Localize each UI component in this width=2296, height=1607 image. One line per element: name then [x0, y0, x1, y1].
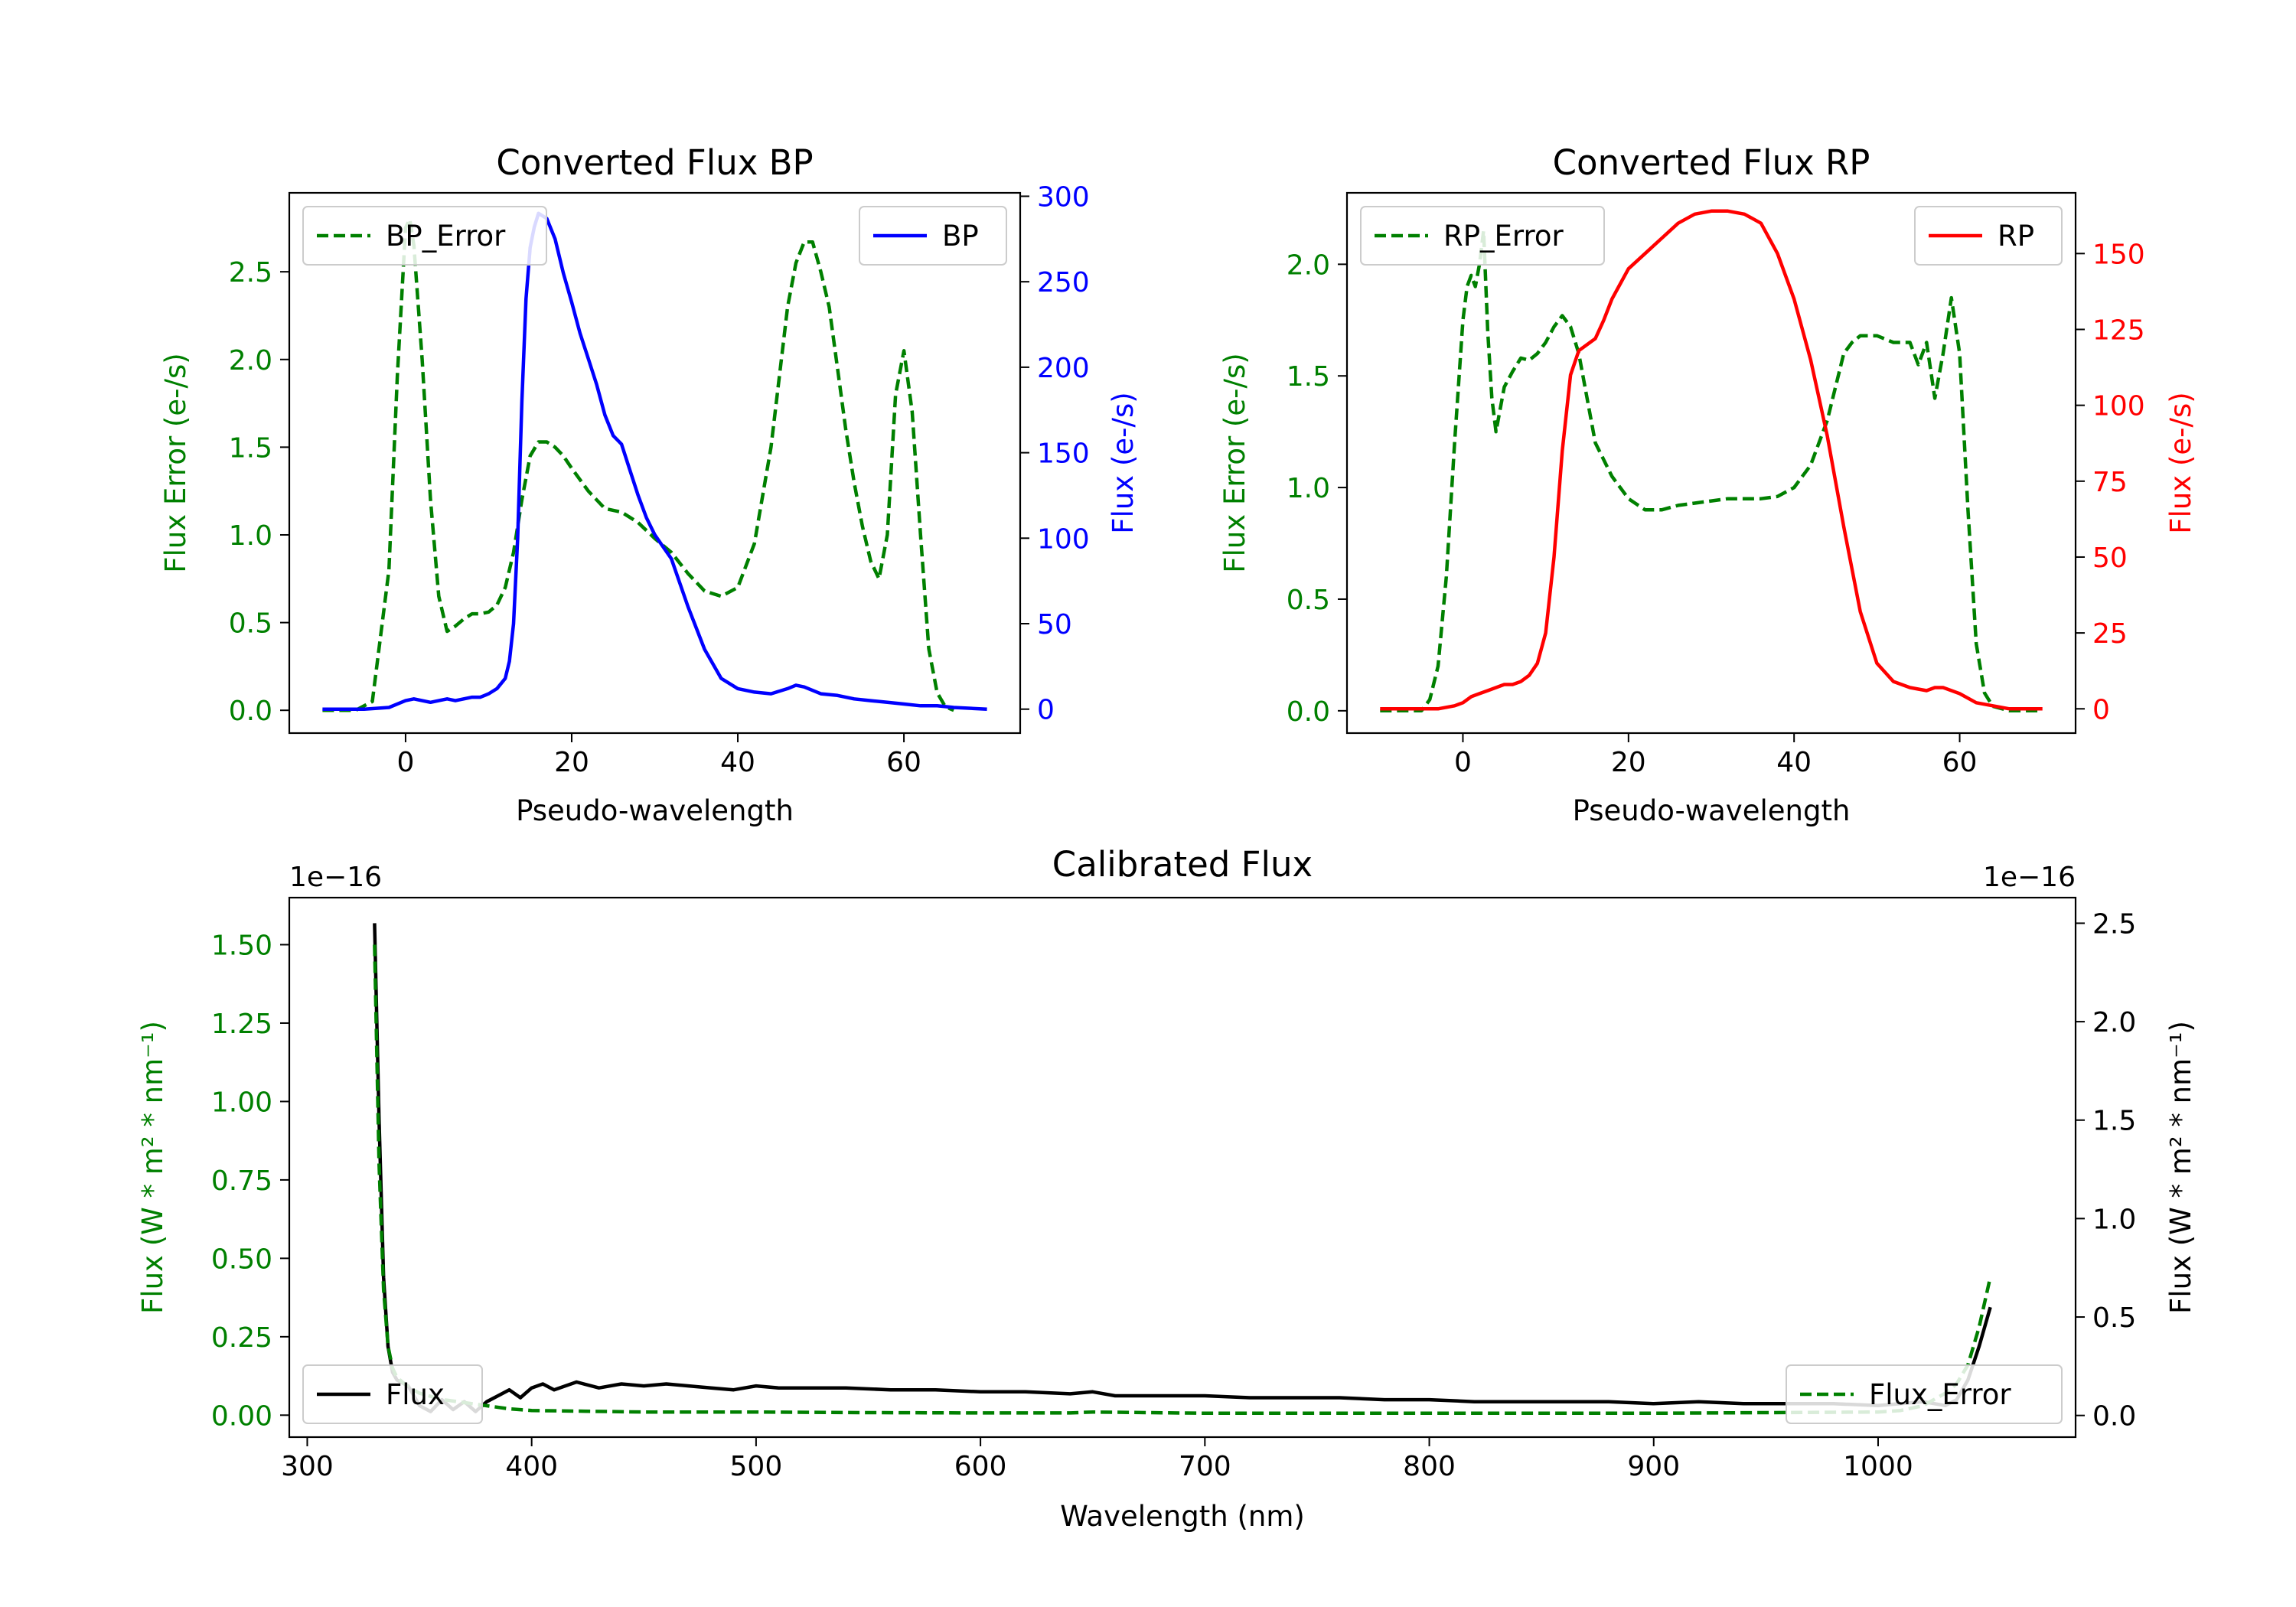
legend-bp: BP [859, 206, 1007, 266]
x-axis-label: Pseudo-wavelength [1573, 794, 1851, 827]
legend-flux: Flux [302, 1364, 483, 1424]
left-y-tick-label: 0.00 [211, 1400, 272, 1432]
legend-label: RP [1998, 220, 2034, 253]
left-y-tick-label: 0.5 [1287, 585, 1330, 616]
x-tick-label: 700 [1179, 1451, 1231, 1482]
legend-box [302, 1364, 483, 1424]
right-y-tick-label: 300 [1037, 181, 1090, 213]
chart-title: Converted Flux RP [1553, 142, 1870, 183]
left-y-tick-label: 0.75 [211, 1165, 272, 1197]
right-y-tick-label: 75 [2092, 467, 2128, 498]
charts-root: 0 20 40 600.00.51.01.52.02.5050100150200250… [136, 142, 2197, 1533]
right-y-tick-label: 50 [1037, 609, 1072, 641]
legend-label: BP_Error [386, 220, 506, 253]
left-y-tick-label: 0.50 [211, 1244, 272, 1275]
legend-box [302, 206, 547, 266]
legend-flux-error: Flux_Error [1786, 1364, 2063, 1424]
right-y-tick-label: 100 [2092, 391, 2145, 422]
axes-frame [1345, 191, 2077, 735]
left-y-tick-label: 1.50 [211, 930, 272, 961]
right-y-tick-label: 250 [1037, 267, 1090, 298]
right-y-tick-label: 100 [1037, 523, 1090, 555]
x-tick-label: 300 [281, 1451, 334, 1482]
left-y-tick-label: 1.0 [229, 520, 272, 552]
chart-rp: 0 20 40 60 0.0 0.5 1.0 1.5 2.0 0 25 50 75 100 125 150 Co… [1218, 142, 2197, 827]
chart-title: Converted Flux BP [496, 142, 813, 183]
legend-label: Flux [386, 1378, 445, 1411]
series-line-bp [322, 211, 987, 711]
right-offset-text: 1e−16 [1983, 862, 2076, 893]
left-y-tick-label: 1.0 [1287, 473, 1330, 504]
series-line-rp-error [1380, 229, 2043, 713]
right-y-tick-label: 2.5 [2092, 908, 2136, 940]
x-tick-label: 40 [1776, 747, 1812, 778]
legend-rp-error: RP_Error [1360, 206, 1605, 266]
right-y-tick-label: 1.5 [2092, 1106, 2136, 1137]
left-offset-text: 1e−16 [289, 862, 382, 893]
left-y-axis-label: Flux Error (e-/s) [159, 353, 192, 572]
x-tick-label: 60 [886, 747, 921, 778]
right-y-axis-label: Flux (e-/s) [1107, 392, 1140, 533]
chart-calibrated: 300 400 500 600 700 800 900 1000 0.00 0.25 0.50 0.7… [136, 844, 2197, 1533]
x-tick-label: 20 [554, 747, 589, 778]
left-y-axis-label: Flux (W * m² * nm⁻¹) [136, 1021, 169, 1314]
x-tick-label: 800 [1403, 1451, 1456, 1482]
x-axis-label: Pseudo-wavelength [516, 794, 794, 827]
legend-label: RP_Error [1443, 220, 1564, 253]
left-y-tick-label: 0.0 [229, 696, 272, 727]
x-tick-label: 0 [396, 747, 414, 778]
left-y-tick-label: 1.5 [229, 432, 272, 464]
right-y-tick-label: 150 [2092, 239, 2145, 270]
x-axis-label: Wavelength (nm) [1060, 1500, 1305, 1533]
x-tick-label: 0 [1454, 747, 1472, 778]
left-y-tick-label: 0.0 [1287, 696, 1330, 728]
x-tick-label: 40 [720, 747, 755, 778]
left-y-axis-label: Flux Error (e-/s) [1218, 353, 1251, 572]
legend-rp: RP [1914, 206, 2063, 266]
legend-box [859, 206, 1007, 266]
right-y-tick-label: 150 [1037, 438, 1090, 470]
series-line-rp [1380, 209, 2043, 711]
x-tick-label: 60 [1942, 747, 1978, 778]
right-y-tick-label: 2.0 [2092, 1007, 2136, 1038]
legend-box [1360, 206, 1605, 266]
x-tick-label: 900 [1627, 1451, 1680, 1482]
legend-label: Flux_Error [1869, 1378, 2011, 1411]
left-y-tick-label: 1.25 [211, 1009, 272, 1040]
right-y-tick-label: 0.0 [2092, 1401, 2136, 1433]
right-y-tick-label: 50 [2092, 543, 2128, 574]
legend-label: BP [942, 220, 979, 253]
legend-box [1914, 206, 2063, 266]
right-y-tick-label: 125 [2092, 315, 2145, 346]
x-tick-label: 600 [954, 1451, 1007, 1482]
left-y-tick-label: 0.5 [229, 608, 272, 640]
x-tick-label: 1000 [1843, 1451, 1913, 1482]
axes-frame [288, 191, 1022, 735]
chart-bp: 0 20 40 60 0.0 0.5 1.0 1.5 2.0 2.5 0 50 100 150 200 250… [159, 142, 1140, 827]
right-y-tick-label: 25 [2092, 618, 2128, 650]
x-tick-label: 500 [730, 1451, 783, 1482]
right-y-tick-label: 0 [1037, 695, 1055, 726]
left-y-tick-label: 2.0 [1287, 249, 1330, 281]
left-y-tick-label: 2.0 [229, 345, 272, 376]
right-y-tick-label: 1.0 [2092, 1204, 2136, 1235]
right-y-tick-label: 0 [2092, 694, 2110, 725]
chart-title: Calibrated Flux [1052, 844, 1313, 885]
left-y-tick-label: 0.25 [211, 1322, 272, 1354]
left-y-tick-label: 1.5 [1287, 361, 1330, 393]
legend-box [1786, 1364, 2063, 1424]
right-y-axis-label: Flux (W * m² * nm⁻¹) [2164, 1021, 2197, 1314]
right-y-tick-label: 200 [1037, 353, 1090, 384]
axes-frame [288, 896, 2077, 1439]
x-tick-label: 400 [505, 1451, 558, 1482]
right-y-axis-label: Flux (e-/s) [2164, 392, 2197, 533]
right-y-tick-label: 0.5 [2092, 1302, 2136, 1334]
x-tick-label: 20 [1611, 747, 1646, 778]
left-y-tick-label: 2.5 [229, 257, 272, 288]
legend-bp-error: BP_Error [302, 206, 547, 266]
left-y-tick-label: 1.00 [211, 1087, 272, 1118]
series-line-bp-error [322, 217, 955, 712]
